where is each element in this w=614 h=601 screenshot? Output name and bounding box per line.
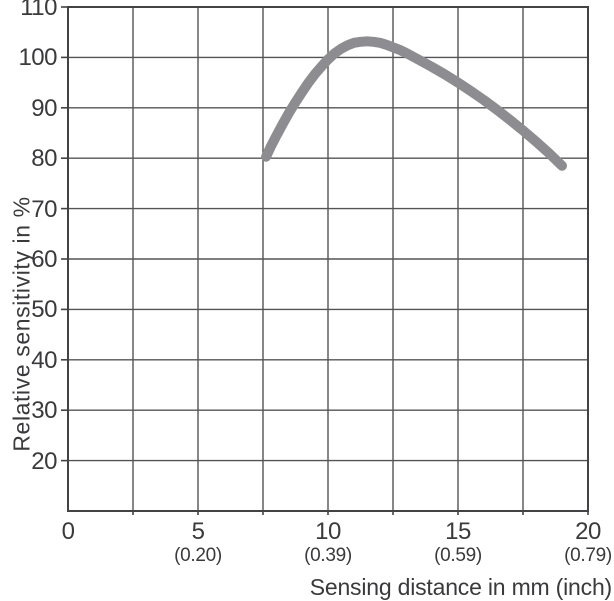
x-axis-tick-label: 0 [20, 519, 116, 544]
y-axis-title: Relative sensitivity in % [8, 196, 35, 452]
relative-sensitivity-curve [261, 36, 567, 171]
y-axis-tick-label: 90 [31, 94, 57, 122]
x-tick-mm-value: 10 [315, 518, 341, 545]
x-tick-mm-value: 5 [191, 518, 205, 545]
x-axis-tick-label: 10 (0.39) [280, 519, 376, 566]
y-axis-tick-label: 50 [31, 296, 57, 324]
y-axis-tick-label: 20 [31, 447, 57, 475]
x-tick-mm-value: 15 [445, 518, 471, 545]
y-axis-tick-label: 100 [18, 44, 57, 72]
y-axis-tick-label: 80 [31, 145, 57, 173]
y-axis-tick-label: 110 [20, 0, 57, 21]
x-tick-inch-value: (0.59) [434, 545, 482, 566]
x-tick-mm-value: 20 [575, 518, 601, 545]
x-tick-inch-value: (0.79) [564, 545, 612, 566]
x-axis-tick-label: 5 (0.20) [150, 519, 246, 566]
y-axis-tick-label: 60 [31, 246, 57, 273]
y-axis-tick-label: 70 [31, 195, 57, 223]
y-axis-tick-label: 40 [31, 346, 57, 374]
x-tick-inch-value: (0.39) [304, 545, 352, 566]
x-axis-tick-label: 20 (0.79) [540, 519, 614, 566]
x-axis-tick-label: 15 (0.59) [410, 519, 506, 566]
y-axis-tick-label: 30 [31, 397, 57, 425]
x-tick-inch-value: (0.20) [174, 545, 222, 566]
x-tick-mm-value: 0 [61, 518, 75, 545]
x-axis-title: Sensing distance in mm (inch) [309, 574, 612, 600]
